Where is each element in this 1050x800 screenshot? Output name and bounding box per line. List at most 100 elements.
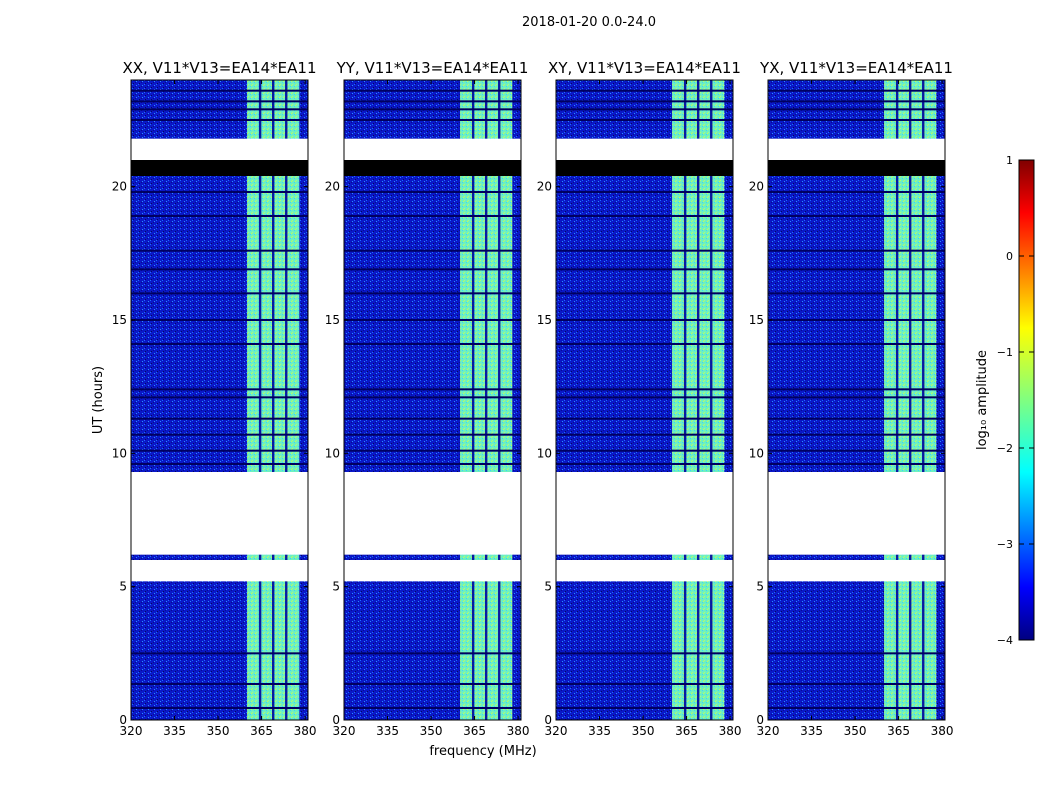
dark-row <box>131 319 308 321</box>
band-channel-gap <box>498 80 501 720</box>
x-tick-label: 350 <box>632 724 655 738</box>
dark-row <box>556 433 733 436</box>
dark-row <box>768 417 945 420</box>
y-tick-label: 0 <box>119 713 127 727</box>
dark-row <box>768 433 945 436</box>
x-tick-label: 335 <box>376 724 399 738</box>
colorbar-tick-label: −2 <box>997 442 1013 455</box>
dark-row <box>768 249 945 252</box>
dark-row <box>131 100 308 103</box>
figure-suptitle: 2018-01-20 0.0-24.0 <box>522 15 656 30</box>
x-tick-label: 380 <box>507 724 530 738</box>
y-tick-label: 5 <box>544 580 552 594</box>
dark-row <box>131 396 308 399</box>
dark-row <box>556 292 733 295</box>
dark-row <box>344 89 521 92</box>
x-tick-label: 365 <box>250 724 273 738</box>
colorbar-gradient <box>1018 159 1035 641</box>
panel-frame <box>555 79 734 721</box>
band-channel-gap <box>908 80 912 720</box>
dark-row <box>556 683 733 685</box>
x-tick-label: 350 <box>420 724 443 738</box>
dark-row <box>768 683 945 685</box>
dark-row <box>768 707 945 709</box>
colorbar: −4 −3 −2 −1 0 1 log₁₀ amplitude <box>975 154 1035 647</box>
dark-row <box>768 108 945 111</box>
flagged-band <box>344 560 521 582</box>
dark-row <box>131 707 308 709</box>
flagged-band <box>768 138 945 160</box>
x-tick-label: 365 <box>887 724 910 738</box>
y-tick-label: 20 <box>112 180 127 194</box>
dark-row <box>344 449 521 452</box>
y-tick-label: 20 <box>749 180 764 194</box>
dark-row <box>768 191 945 193</box>
band-channel-gap <box>285 80 288 720</box>
y-tick-label: 20 <box>537 180 552 194</box>
dark-row <box>131 215 308 217</box>
dark-row <box>556 215 733 217</box>
dark-row <box>131 417 308 420</box>
band-channel-gap <box>258 80 262 720</box>
y-tick-label: 10 <box>749 446 764 460</box>
colorbar-ticks: −4 −3 −2 −1 0 1 <box>997 154 1034 647</box>
y-tick-label: 15 <box>749 313 764 327</box>
band-channel-gap <box>696 80 700 720</box>
flagged-band <box>131 472 308 555</box>
y-tick-label: 5 <box>756 580 764 594</box>
flagged-band <box>131 560 308 582</box>
panel-2: YY, V11*V13=EA14*EA11 320 335 350 365 380 0 5 10… <box>325 59 530 738</box>
panel-1: XX, V11*V13=EA14*EA11 320 335 350 365 380 0 5 10… <box>112 59 317 738</box>
x-tick-label: 320 <box>333 724 356 738</box>
dark-row <box>131 89 308 92</box>
x-tick-label: 320 <box>545 724 568 738</box>
y-tick-label: 0 <box>756 713 764 727</box>
dark-row <box>768 463 945 465</box>
dark-row <box>344 433 521 436</box>
band-channel-gap <box>471 80 475 720</box>
panel-frame <box>767 79 946 721</box>
dark-row <box>131 463 308 465</box>
dark-row <box>556 119 733 121</box>
flagged-band <box>768 472 945 555</box>
y-tick-label: 0 <box>544 713 552 727</box>
colorbar-tick-label: −4 <box>997 634 1013 647</box>
y-tick-label: 15 <box>537 313 552 327</box>
x-tick-label: 320 <box>757 724 780 738</box>
x-tick-label: 335 <box>588 724 611 738</box>
x-tick-label: 350 <box>844 724 867 738</box>
dark-row <box>556 417 733 420</box>
dark-row <box>556 249 733 252</box>
dark-row <box>131 292 308 295</box>
colorbar-tick-label: 0 <box>1006 250 1013 263</box>
panel-frame <box>343 79 522 721</box>
y-tick-label: 15 <box>325 313 340 327</box>
dark-row <box>344 417 521 420</box>
dark-row <box>131 108 308 111</box>
x-tick-label: 380 <box>719 724 742 738</box>
flagged-band <box>768 560 945 582</box>
colorbar-label: log₁₀ amplitude <box>975 350 990 450</box>
dark-row <box>768 449 945 452</box>
dark-row <box>556 89 733 92</box>
dark-row <box>768 292 945 295</box>
dark-row <box>556 191 733 193</box>
dark-row <box>131 683 308 685</box>
x-tick-label: 350 <box>207 724 230 738</box>
flagged-band <box>556 472 733 555</box>
band-channel-gap <box>895 80 899 720</box>
panel-title: YX, V11*V13=EA14*EA11 <box>759 59 953 77</box>
flagged-band <box>556 560 733 582</box>
saturated-band <box>344 160 521 176</box>
dark-row <box>344 683 521 685</box>
y-tick-label: 5 <box>119 580 127 594</box>
dark-row <box>556 319 733 321</box>
dark-row <box>556 396 733 399</box>
dark-row <box>344 463 521 465</box>
dark-row <box>556 343 733 345</box>
dark-row <box>344 707 521 709</box>
saturated-band <box>768 160 945 176</box>
dark-row <box>131 652 308 655</box>
panels: XX, V11*V13=EA14*EA11 320 335 350 365 380 0 5 10… <box>112 59 954 738</box>
y-tick-label: 0 <box>332 713 340 727</box>
